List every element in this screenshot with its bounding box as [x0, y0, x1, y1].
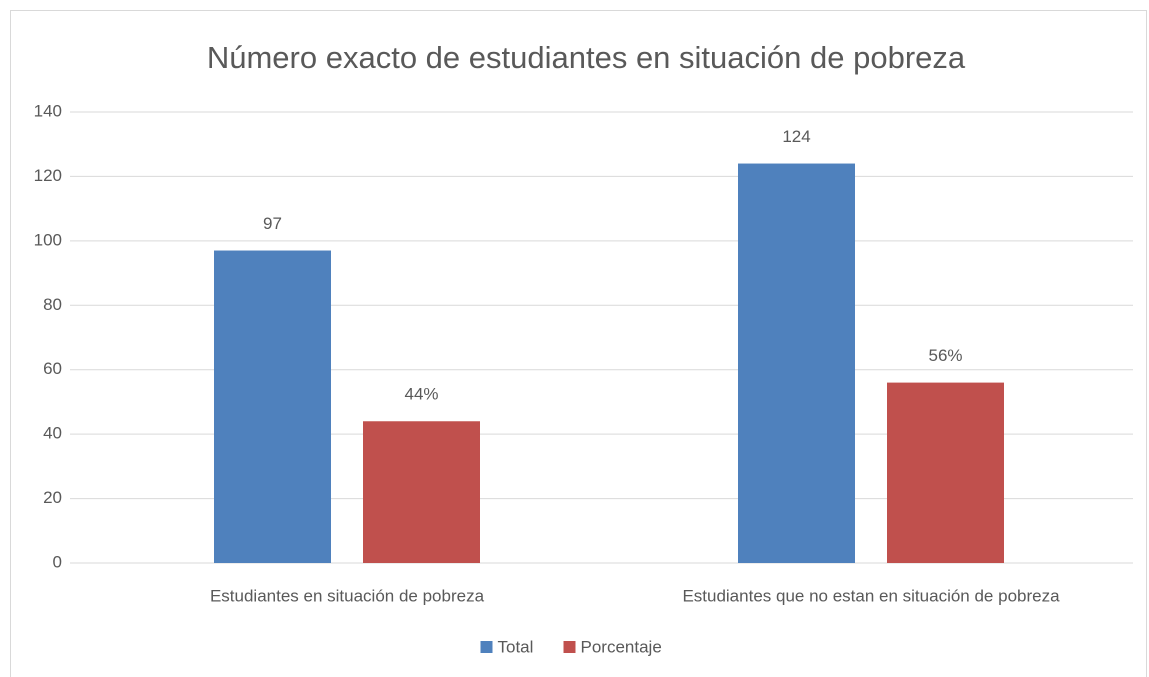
legend-swatch [563, 641, 576, 653]
x-tick-label: Estudiantes que no estan en situación de… [682, 586, 1060, 605]
x-tick-label: Estudiantes en situación de pobreza [210, 586, 485, 605]
chart-title: Número exacto de estudiantes en situació… [207, 40, 966, 75]
bar [363, 421, 480, 563]
y-tick-label: 80 [43, 295, 62, 314]
data-label: 44% [404, 385, 438, 404]
data-label: 124 [782, 127, 810, 146]
y-tick-label: 140 [34, 101, 62, 120]
bar [738, 163, 855, 564]
y-tick-label: 0 [53, 552, 62, 571]
legend-label: Porcentaje [581, 637, 662, 656]
y-tick-label: 100 [34, 230, 62, 249]
y-tick-label: 120 [34, 166, 62, 185]
data-label: 97 [263, 214, 282, 233]
y-tick-label: 60 [43, 359, 62, 378]
bar [214, 250, 331, 563]
data-label: 56% [928, 346, 962, 365]
y-tick-label: 40 [43, 424, 62, 443]
y-tick-label: 20 [43, 488, 62, 507]
bar [887, 382, 1004, 563]
chart-border [10, 10, 1147, 677]
legend-swatch [480, 641, 493, 653]
legend-label: Total [498, 637, 534, 656]
